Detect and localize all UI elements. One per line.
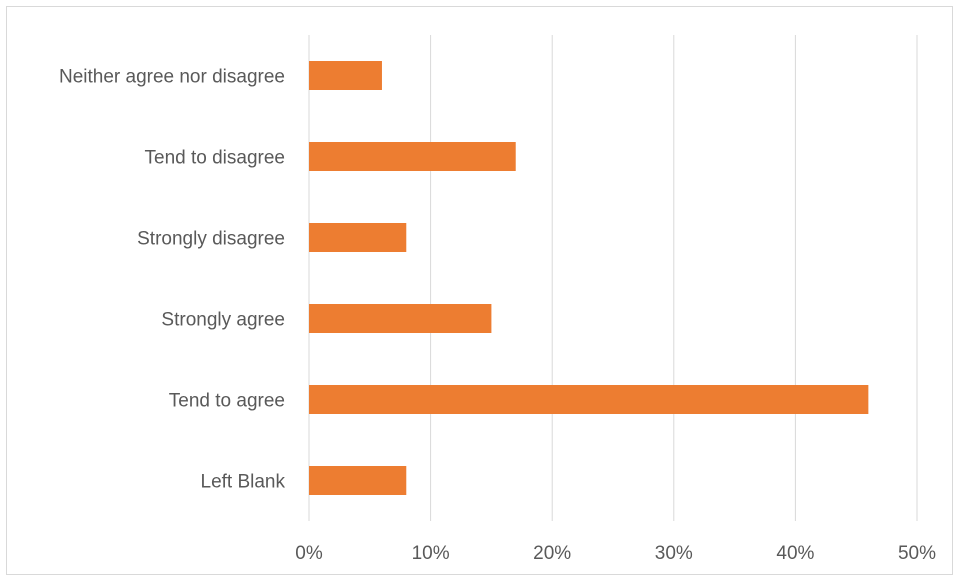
category-label: Neither agree nor disagree bbox=[59, 67, 285, 88]
x-tick-labels: 0% 10% 20% 30% 40% 50% bbox=[295, 543, 936, 564]
x-tick-label: 20% bbox=[533, 543, 571, 564]
bar bbox=[309, 304, 492, 333]
category-label: Tend to agree bbox=[169, 391, 285, 412]
x-tick-label: 0% bbox=[295, 543, 323, 564]
bar bbox=[309, 142, 516, 171]
x-tick-label: 30% bbox=[655, 543, 693, 564]
x-tick-label: 50% bbox=[898, 543, 936, 564]
category-label: Left Blank bbox=[201, 472, 286, 493]
bar bbox=[309, 466, 407, 495]
category-labels: Neither agree nor disagree Tend to disagr… bbox=[59, 67, 286, 493]
x-tick-label: 40% bbox=[776, 543, 814, 564]
bar bbox=[309, 61, 382, 90]
x-tick-label: 10% bbox=[412, 543, 450, 564]
bar bbox=[309, 385, 869, 414]
category-label: Strongly disagree bbox=[137, 229, 285, 250]
gridlines bbox=[308, 35, 918, 521]
bars bbox=[309, 61, 869, 495]
bar bbox=[309, 223, 407, 252]
category-label: Tend to disagree bbox=[145, 148, 286, 169]
category-label: Strongly agree bbox=[161, 310, 285, 331]
